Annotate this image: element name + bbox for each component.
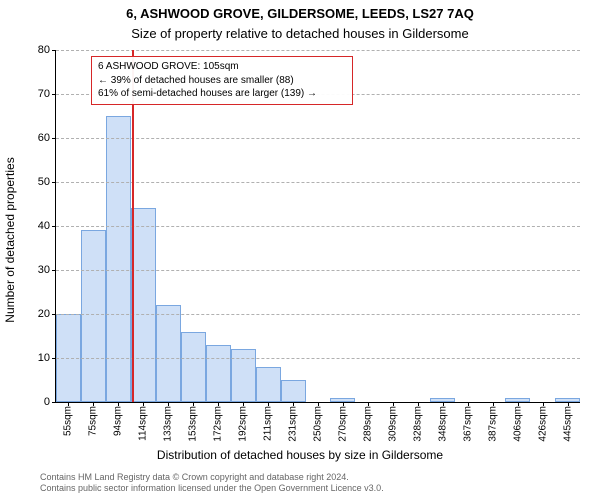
- bar: [281, 380, 306, 402]
- x-axis-label: Distribution of detached houses by size …: [0, 448, 600, 462]
- y-tick-label: 30: [38, 264, 50, 276]
- y-tick-label: 60: [38, 132, 50, 144]
- bar: [131, 208, 156, 402]
- y-tick-label: 50: [38, 176, 50, 188]
- x-tick-label: 133sqm: [163, 406, 174, 442]
- y-tick-label: 80: [38, 44, 50, 56]
- y-tick-mark: [52, 226, 56, 227]
- x-tick-label: 114sqm: [138, 406, 149, 441]
- y-tick-label: 10: [38, 352, 50, 364]
- y-tick-mark: [52, 270, 56, 271]
- x-tick-label: 289sqm: [362, 406, 373, 442]
- y-tick-mark: [52, 138, 56, 139]
- attribution-line1: Contains HM Land Registry data © Crown c…: [40, 472, 580, 483]
- bar: [81, 230, 106, 402]
- x-ticks-layer: 55sqm 75sqm 94sqm 114sqm 133sqm 153sqm 172sqm 1…: [56, 402, 580, 442]
- y-tick-mark: [52, 314, 56, 315]
- x-tick-label: 309sqm: [387, 406, 398, 442]
- bar: [156, 305, 181, 402]
- x-tick-label: 445sqm: [562, 406, 573, 442]
- y-tick-label: 20: [38, 308, 50, 320]
- bar: [106, 116, 131, 402]
- y-tick-label: 40: [38, 220, 50, 232]
- x-tick-label: 211sqm: [263, 406, 274, 441]
- bar: [206, 345, 231, 402]
- chart-title-line1: 6, ASHWOOD GROVE, GILDERSOME, LEEDS, LS2…: [0, 6, 600, 21]
- x-tick-label: 406sqm: [512, 406, 523, 442]
- y-tick-mark: [52, 358, 56, 359]
- annotation-line: ← 39% of detached houses are smaller (88…: [98, 74, 346, 88]
- x-tick-label: 75sqm: [88, 406, 99, 436]
- y-tick-mark: [52, 50, 56, 51]
- gridline: [56, 358, 580, 359]
- bar: [256, 367, 281, 402]
- gridline: [56, 226, 580, 227]
- x-tick-label: 231sqm: [288, 406, 299, 442]
- y-tick-label: 0: [44, 396, 50, 408]
- bar: [181, 332, 206, 402]
- annotation-box: 6 ASHWOOD GROVE: 105sqm← 39% of detached…: [91, 56, 353, 105]
- x-tick-label: 367sqm: [462, 406, 473, 442]
- x-tick-label: 172sqm: [213, 406, 224, 442]
- x-tick-label: 94sqm: [113, 406, 124, 436]
- gridline: [56, 270, 580, 271]
- gridline: [56, 314, 580, 315]
- attribution-line2: Contains public sector information licen…: [40, 483, 580, 494]
- x-tick-label: 387sqm: [487, 406, 498, 442]
- y-tick-label: 70: [38, 88, 50, 100]
- x-tick-label: 270sqm: [337, 406, 348, 442]
- y-tick-mark: [52, 182, 56, 183]
- gridline: [56, 182, 580, 183]
- x-tick-label: 426sqm: [537, 406, 548, 442]
- attribution: Contains HM Land Registry data © Crown c…: [40, 472, 580, 495]
- x-tick-label: 348sqm: [437, 406, 448, 442]
- x-tick-label: 153sqm: [188, 406, 199, 442]
- y-tick-mark: [52, 94, 56, 95]
- annotation-line: 6 ASHWOOD GROVE: 105sqm: [98, 60, 346, 74]
- x-tick-label: 55sqm: [63, 406, 74, 436]
- gridline: [56, 138, 580, 139]
- annotation-line: 61% of semi-detached houses are larger (…: [98, 87, 346, 101]
- x-tick-label: 250sqm: [313, 406, 324, 442]
- chart-title-line2: Size of property relative to detached ho…: [0, 26, 600, 41]
- x-tick-label: 192sqm: [238, 406, 249, 442]
- y-axis-label: Number of detached properties: [3, 157, 17, 322]
- gridline: [56, 50, 580, 51]
- chart-root: 6, ASHWOOD GROVE, GILDERSOME, LEEDS, LS2…: [0, 0, 600, 500]
- plot-area: 01020304050607080 6 ASHWOOD GROVE: 105sq…: [55, 50, 580, 403]
- x-tick-label: 328sqm: [412, 406, 423, 442]
